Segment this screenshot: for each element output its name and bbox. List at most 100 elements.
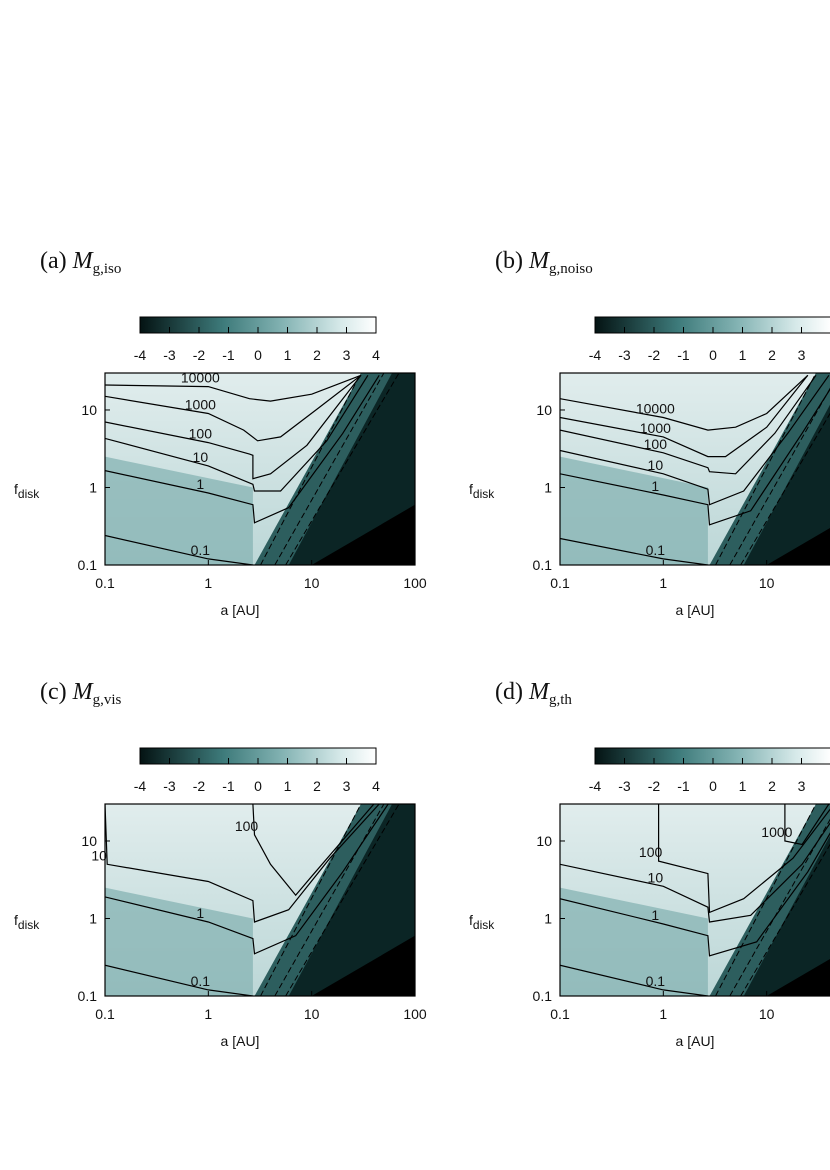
- contour-line-low: [715, 373, 817, 565]
- y-axis-label-main: f: [469, 912, 473, 928]
- colorbar-tick-label: 2: [313, 347, 321, 363]
- title-subscript: g,noiso: [549, 261, 593, 277]
- y-axis-label: fdisk: [14, 912, 40, 932]
- y-tick-label: 10: [81, 833, 97, 849]
- x-tick-label: 10: [759, 1006, 775, 1022]
- contour-label: 0.1: [191, 542, 211, 558]
- contour-line-low: [260, 804, 362, 996]
- panel-title: (b) Mg,noiso: [495, 248, 593, 277]
- panel-b: (b) Mg,noiso-4 -3 -2 -1 0 1 2 31000010001001010…: [469, 248, 830, 618]
- colorbar-tick-label: 3: [343, 347, 351, 363]
- contour-label: 10: [91, 847, 107, 863]
- colorbar-tick-label: 0: [254, 347, 262, 363]
- contour-line: [560, 374, 809, 458]
- contours: [560, 804, 830, 996]
- heatmap-black-region: [311, 935, 415, 996]
- x-tick-label: 0.1: [550, 1006, 570, 1022]
- panel-title: (a) Mg,iso: [40, 248, 121, 277]
- title-symbol: M: [72, 248, 95, 274]
- colorbar-tick-label: -3: [618, 347, 631, 363]
- contour-label: 1000: [761, 824, 792, 840]
- heatmap-lowgrowth: [105, 887, 253, 996]
- title-prefix: (a): [40, 248, 73, 274]
- contour-line: [560, 388, 830, 526]
- contour-line-low: [715, 804, 817, 996]
- colorbar-tick-label: -4: [589, 347, 602, 363]
- contour-line: [560, 374, 809, 431]
- x-axis-label: a [AU]: [221, 602, 260, 618]
- x-tick-label: 10: [759, 575, 775, 591]
- colorbar-tick-label: 1: [739, 778, 747, 794]
- y-axis-label-sub: disk: [473, 918, 495, 932]
- colorbar-tick-label: 4: [372, 347, 380, 363]
- panel-title: (c) Mg,vis: [40, 679, 122, 708]
- colorbar-tick-label: -4: [134, 778, 147, 794]
- y-tick-label: 1: [544, 479, 552, 495]
- heatmap-darker-band: [743, 835, 830, 996]
- title-prefix: (b): [495, 248, 529, 274]
- contour-label: 10: [648, 869, 664, 885]
- colorbar-tick-label: -4: [134, 347, 147, 363]
- title-prefix: (c): [40, 679, 73, 705]
- y-tick-label: 0.1: [78, 557, 98, 573]
- y-axis-label-main: f: [14, 912, 18, 928]
- colorbar-tick-label: -2: [193, 778, 206, 794]
- panel-title: (d) Mg,th: [495, 679, 572, 708]
- contour-line: [105, 374, 362, 402]
- y-tick-label: 0.1: [533, 557, 553, 573]
- contour-line: [105, 374, 369, 492]
- y-axis-label-main: f: [469, 481, 473, 497]
- y-axis-label-sub: disk: [18, 487, 40, 501]
- contour-line: [105, 534, 253, 565]
- x-axis-label: a [AU]: [676, 1033, 715, 1049]
- y-tick-label: 1: [89, 910, 97, 926]
- y-axis-label-main: f: [14, 481, 18, 497]
- contours: [105, 804, 400, 996]
- title-symbol: M: [528, 679, 551, 705]
- plot-frame: [559, 803, 830, 997]
- colorbar-tick-label: 3: [798, 778, 806, 794]
- contour-line: [560, 374, 830, 506]
- x-tick-label: 1: [204, 575, 212, 591]
- contour-label: 100: [639, 844, 663, 860]
- heatmap-lowgrowth: [560, 456, 708, 565]
- contour-label: 1000: [185, 397, 216, 413]
- contour-line: [252, 804, 375, 897]
- contour-label: 100: [644, 436, 668, 452]
- heatmap-lowgrowth: [105, 456, 253, 565]
- colorbar-tick-label: 2: [768, 347, 776, 363]
- plot-frame: [104, 803, 416, 997]
- contours: [105, 373, 400, 565]
- colorbar-tick-label: 1: [284, 778, 292, 794]
- title-subscript: g,th: [549, 692, 572, 708]
- x-tick-label: 100: [403, 1006, 427, 1022]
- x-axis-label: a [AU]: [676, 602, 715, 618]
- title-symbol: M: [72, 679, 95, 705]
- heatmap-black-region: [766, 959, 830, 996]
- y-axis-label: fdisk: [469, 481, 495, 501]
- x-tick-label: 0.1: [550, 575, 570, 591]
- title-subscript: g,vis: [93, 692, 122, 708]
- contour-label: 10000: [636, 400, 675, 416]
- y-tick-label: 0.1: [533, 988, 553, 1004]
- contour-label: 100: [189, 426, 213, 442]
- contour-line: [658, 804, 830, 914]
- contour-label: 0.1: [191, 973, 211, 989]
- contour-line-low: [285, 373, 400, 565]
- colorbar-tick-label: 2: [313, 778, 321, 794]
- contour-line: [105, 804, 389, 955]
- heatmap-black-region: [311, 504, 415, 565]
- heatmap-lowgrowth: [560, 887, 708, 996]
- x-tick-label: 10: [304, 1006, 320, 1022]
- title-symbol: M: [528, 248, 551, 274]
- contour-line-low: [729, 387, 830, 565]
- x-tick-label: 1: [659, 575, 667, 591]
- heatmap-darker-band: [743, 404, 830, 565]
- contour-line-low: [729, 818, 830, 996]
- contour-label: 100: [235, 818, 259, 834]
- panel-a: (a) Mg,iso -4 -3 -2 -1 0 1 2 3 4 10000 1000 100 10 1 0.…: [14, 248, 427, 618]
- contour-line: [560, 832, 830, 957]
- colorbar-tick-label: -2: [193, 347, 206, 363]
- colorbar-tick-label: -4: [589, 778, 602, 794]
